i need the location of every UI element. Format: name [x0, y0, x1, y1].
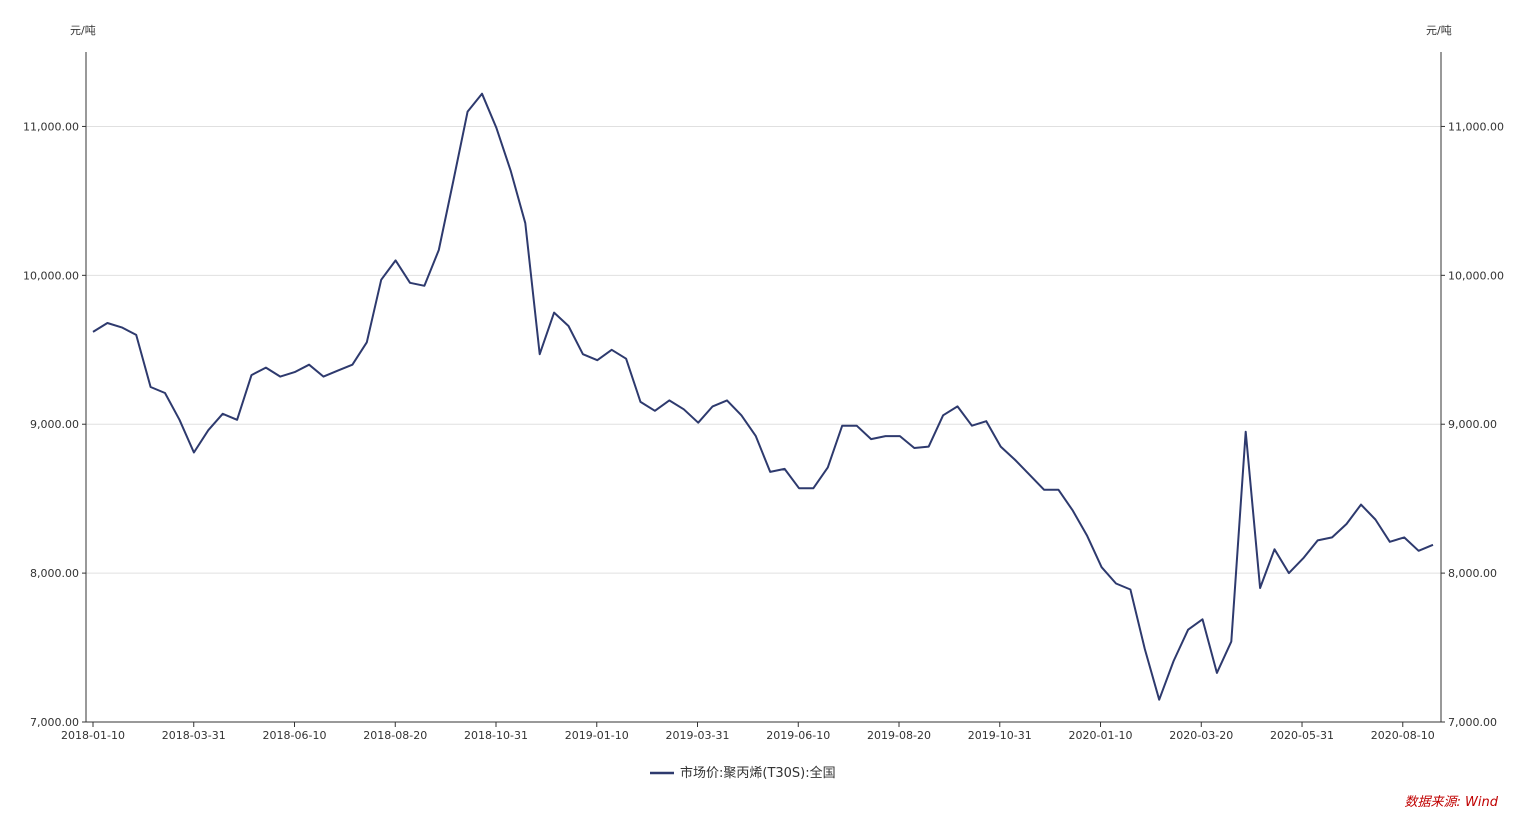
- x-tick-label: 2019-01-10: [565, 729, 629, 742]
- y-tick-label-left: 9,000.00: [30, 418, 79, 431]
- y-tick-label-left: 10,000.00: [23, 269, 79, 282]
- x-tick-label: 2019-08-20: [867, 729, 931, 742]
- x-tick-label: 2018-03-31: [162, 729, 226, 742]
- y-tick-label-right: 7,000.00: [1448, 716, 1497, 729]
- y-unit-right: 元/吨: [1426, 24, 1452, 37]
- data-source: 数据来源: Wind: [1405, 795, 1499, 810]
- y-tick-label-right: 10,000.00: [1448, 269, 1504, 282]
- x-tick-label: 2020-05-31: [1270, 729, 1334, 742]
- x-tick-label: 2020-08-10: [1371, 729, 1435, 742]
- y-tick-label-left: 7,000.00: [30, 716, 79, 729]
- x-tick-label: 2020-01-10: [1069, 729, 1133, 742]
- x-tick-label: 2020-03-20: [1169, 729, 1233, 742]
- y-tick-label-right: 11,000.00: [1448, 120, 1504, 133]
- gridlines: [86, 125, 1441, 723]
- series-line[interactable]: [92, 92, 1434, 701]
- x-tick-label: 2018-01-10: [61, 729, 125, 742]
- x-tick-label: 2019-03-31: [666, 729, 730, 742]
- y-tick-label-left: 8,000.00: [30, 567, 79, 580]
- x-tick-label: 2018-10-31: [464, 729, 528, 742]
- x-tick-label: 2018-06-10: [263, 729, 327, 742]
- y-unit-left: 元/吨: [70, 24, 96, 37]
- y-tick-label-right: 8,000.00: [1448, 567, 1497, 580]
- y-tick-label-right: 9,000.00: [1448, 418, 1497, 431]
- legend-label: 市场价:聚丙烯(T30S):全国: [680, 765, 836, 781]
- legend[interactable]: 市场价:聚丙烯(T30S):全国: [650, 765, 836, 781]
- axes: 7,000.00 7,000.00 8,000.00 8,000.00 9,000.00…: [23, 52, 1504, 742]
- series-layer: [92, 92, 1434, 701]
- x-tick-label: 2018-08-20: [363, 729, 427, 742]
- x-tick-label: 2019-10-31: [968, 729, 1032, 742]
- y-tick-label-left: 11,000.00: [23, 120, 79, 133]
- x-tick-label: 2019-06-10: [766, 729, 830, 742]
